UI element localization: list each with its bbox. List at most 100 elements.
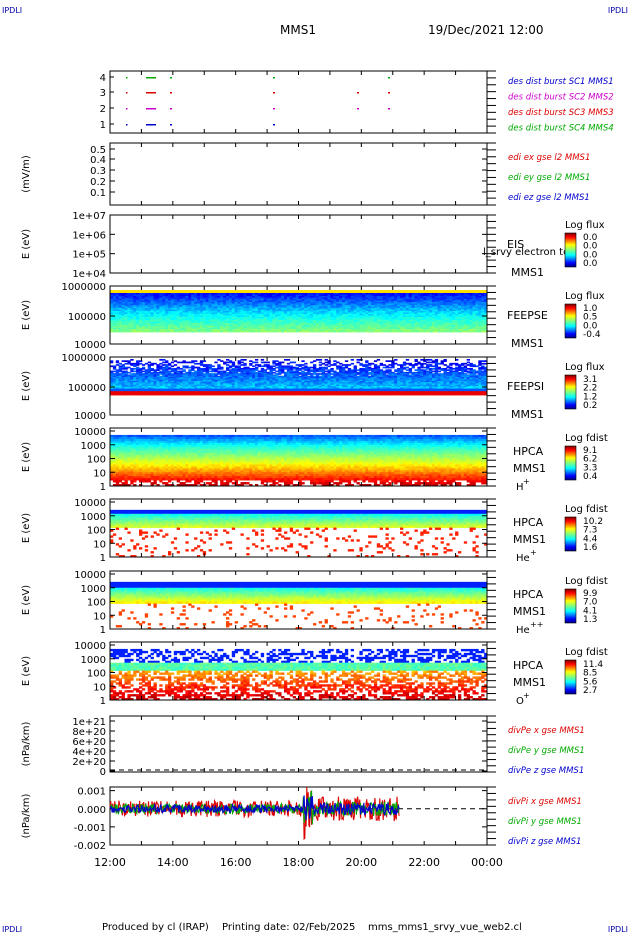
spectrogram-cell [347,291,352,294]
spectrogram-cell [234,383,238,386]
spectrogram-cell [228,382,233,384]
spectrogram-cell [402,330,407,333]
spectrogram-cell [208,318,212,321]
spectrogram-cell [199,305,204,307]
spectrogram-cell [353,312,357,315]
spectrogram-cell [110,380,114,383]
spectrogram-cell [179,330,183,333]
spectrogram-cell [255,300,259,303]
spectrogram-cell [202,314,207,316]
spectrogram-cell [455,297,459,300]
spectrogram-cell [391,300,395,303]
spectrogram-cell [165,378,169,380]
spectrogram-cell [286,300,291,303]
spectrogram-cell [139,369,143,371]
spectrogram-cell [234,303,238,306]
spectrogram-cell [257,326,262,328]
spectrogram-cell [301,293,305,295]
spectrogram-cell [231,315,236,318]
spectrogram-cell [214,312,218,315]
spectrogram-cell [197,312,201,315]
spectrogram-cell [478,306,482,309]
spectrogram-cell [417,294,421,297]
spectrogram-cell [165,291,169,294]
spectrogram-cell [286,312,291,315]
colorbar [564,232,577,268]
spectrogram-cell [217,315,221,318]
spectrogram-cell [182,329,186,331]
spectrogram-cell [333,296,337,298]
spectrogram-cell [139,370,143,373]
spectrogram-cell [371,299,375,301]
spectrogram-cell [469,290,473,292]
spectrogram-cell [139,324,143,327]
spectrogram-cell [246,330,250,333]
spectrogram-cell [324,324,328,327]
spectrogram-cell [327,300,331,303]
spectrogram-cell [220,383,224,386]
spectrogram-cell [458,291,462,294]
spectrogram-cell [153,297,157,300]
spectrogram-cell [344,312,349,315]
spectrogram-cell [313,321,317,324]
spectrogram-cell [298,314,302,316]
spectrogram-cell [170,324,175,327]
spectrogram-cell [475,299,479,301]
spectrogram-cell [243,366,247,369]
spectrogram-cell [318,330,323,333]
spectrogram-cell [124,312,128,315]
spectrogram-cell [165,302,169,304]
spectrogram-cell [139,382,143,384]
spectrogram-cell [249,314,253,316]
spectrogram-cell [376,312,381,315]
spectrogram-cell [426,317,430,319]
spectrogram-cell [197,320,201,322]
spectrogram-cell [127,374,131,377]
spectrogram-cell [226,389,230,392]
spectrogram-cell [260,308,265,310]
spectrogram-cell [176,387,180,389]
spectrogram-cell [199,291,204,294]
spectrogram-cell [246,387,250,389]
spectrogram-cell [484,318,488,321]
spectrogram-cell [156,386,160,388]
spectrogram-cell [136,314,140,316]
spectrogram-cell [327,324,331,327]
spectrogram-cell [199,388,204,391]
spectrogram-cell [368,305,372,307]
spectrogram-cell [115,305,120,307]
y-tick-label: 1000000 [61,282,106,293]
spectrogram-cell [443,305,447,307]
spectrogram-cell [208,312,212,315]
spectrogram-cell [289,326,294,328]
spectrogram-cell [153,384,157,387]
spectrogram-cell [307,312,311,315]
spectrogram-cell [284,306,288,309]
spectrogram-cell [359,320,363,322]
spectrogram-cell [211,326,215,328]
spectrogram-cell [252,293,256,295]
spectrogram-cell [359,326,363,328]
spectrogram-cell [118,321,122,324]
spectrogram-cell [168,318,172,321]
spectrogram-cell [347,296,352,298]
spectrogram-cell [362,323,366,325]
spectrogram-cell [260,299,265,301]
spectrogram-cell [429,297,433,300]
spectrogram-cell [353,311,357,313]
spectrogram-cell [255,314,259,316]
spectrogram-cell [330,293,334,295]
spectrogram-cell [217,324,221,327]
spectrogram-cell [176,308,180,310]
spectrogram-cell [179,386,183,388]
spectrogram-cell [194,384,198,387]
spectrogram-cell [344,297,349,300]
spectrogram-cell [255,321,259,324]
spectrogram-cell [127,327,131,330]
spectrogram-cell [458,308,462,310]
spectrogram-cell [449,305,453,307]
spectrogram-cell [373,300,378,303]
spectrogram-cell [240,392,244,395]
spectrogram-cell [220,386,224,388]
spectrogram-cell [246,370,250,373]
